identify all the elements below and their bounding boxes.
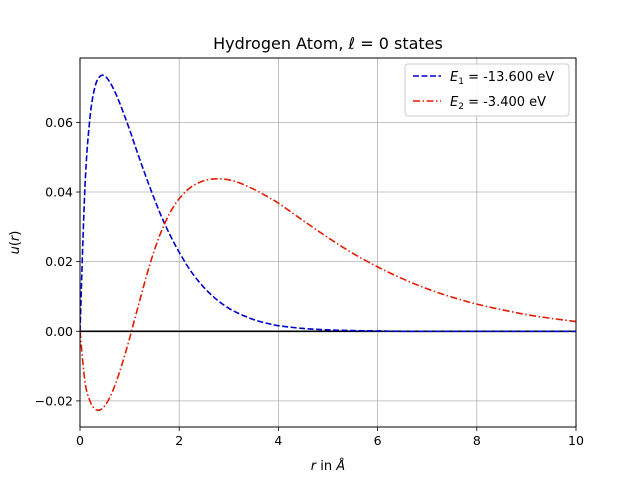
legend: E1 = -13.600 eV E2 = -3.400 eV: [404, 63, 570, 117]
x-tick-label: 8: [473, 433, 481, 448]
legend-label-e1: E1 = -13.600 eV: [450, 70, 554, 87]
series-lines: [80, 74, 576, 412]
x-tick-label: 0: [76, 433, 84, 448]
series-line-e2: [80, 177, 576, 412]
y-axis-label: u(r): [8, 231, 23, 255]
plot-frame: [79, 57, 577, 428]
series-line-e1: [80, 74, 576, 333]
chart-title: Hydrogen Atom, ℓ = 0 states: [213, 34, 443, 53]
y-tick-label: −0.02: [35, 393, 73, 408]
y-tick-label: 0.02: [45, 254, 73, 269]
x-tick-label: 2: [175, 433, 183, 448]
x-tick-label: 10: [568, 433, 584, 448]
y-tick-label: 0.06: [45, 115, 73, 130]
x-tick-label: 6: [374, 433, 382, 448]
legend-label-e2: E2 = -3.400 eV: [450, 95, 546, 112]
plot-area: [80, 58, 576, 427]
y-tick-label: 0.04: [45, 185, 73, 200]
x-tick-label: 4: [274, 433, 282, 448]
axis-ticks: 0 2 4 6 8 10 −0.02 0.00 0.02 0.04 0.06: [35, 115, 584, 448]
y-tick-label: 0.00: [45, 324, 73, 339]
x-axis-label: r in Å: [311, 458, 345, 474]
legend-box: [404, 63, 570, 117]
